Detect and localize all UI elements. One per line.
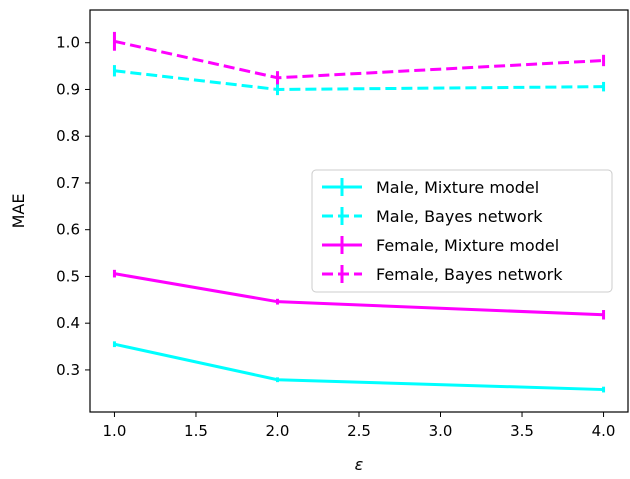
y-tick-label: 0.3 [56,361,80,379]
x-tick-label: 3.5 [510,422,534,440]
y-tick-label: 0.6 [56,221,80,239]
series-line [114,39,604,80]
y-axis-ticks: 0.3 0.4 0.5 0.6 0.7 0.8 0.9 1.0 [56,34,90,379]
x-tick-label: 2.0 [266,422,290,440]
y-tick-label: 0.9 [56,80,80,98]
legend: Male, Mixture model Male, Bayes network Fe… [311,169,613,293]
y-tick-label: 0.8 [56,127,80,145]
series-line [114,342,604,392]
x-tick-label: 3.0 [429,422,453,440]
x-axis-label: ε [355,455,364,474]
x-axis-ticks: 1.0 1.5 2.0 2.5 3.0 3.5 4.0 [103,412,616,440]
x-tick-label: 4.0 [592,422,616,440]
series-layer [112,31,606,393]
series-2 [112,269,606,320]
y-tick-label: 1.0 [56,34,80,52]
legend-entry-label: Male, Mixture model [376,178,539,197]
y-tick-label: 0.5 [56,267,80,285]
y-axis-label: MAE [9,194,28,229]
legend-box [311,169,613,293]
series-3 [112,31,606,85]
y-tick-label: 0.4 [56,314,80,332]
series-0 [112,341,606,393]
x-tick-label: 2.5 [347,422,371,440]
x-tick-label: 1.5 [184,422,208,440]
legend-entry-label: Male, Bayes network [376,207,543,226]
x-tick-label: 1.0 [103,422,127,440]
legend-entry-label: Female, Bayes network [376,265,563,284]
legend-entry-label: Female, Mixture model [376,236,559,255]
series-1 [112,65,606,96]
y-tick-label: 0.7 [56,174,80,192]
